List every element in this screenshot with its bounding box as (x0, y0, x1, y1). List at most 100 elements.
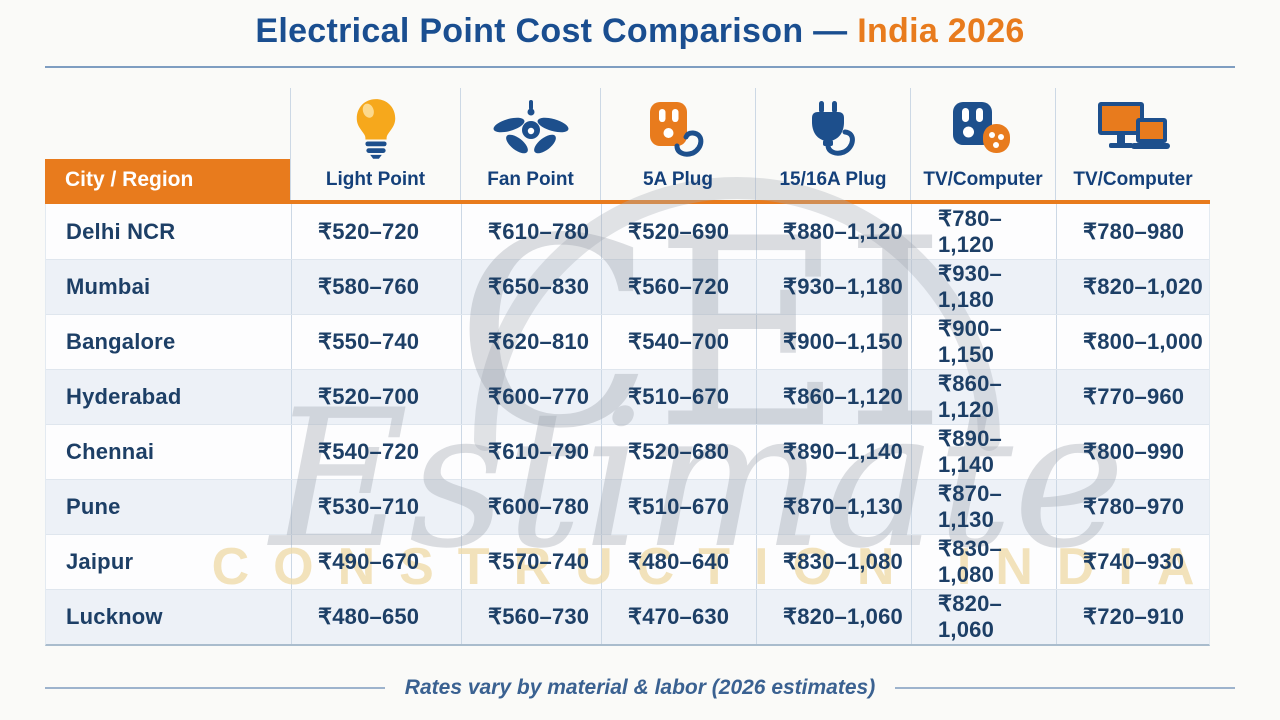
cost-range-cell: ₹620–810 (461, 315, 601, 369)
cost-range-cell: ₹820–1,020 (1056, 260, 1211, 314)
cost-range-value: ₹520–700 (318, 384, 420, 409)
page-title-main: Electrical Point Cost Comparison — (255, 12, 848, 50)
cost-range-cell: ₹480–650 (291, 590, 461, 644)
title-divider (45, 66, 1235, 68)
cost-range-value: ₹560–730 (488, 604, 590, 629)
footer-divider-right (895, 687, 1235, 689)
city-name-cell: Mumbai (46, 260, 291, 314)
column-header-label: Light Point (325, 169, 426, 190)
cost-range-value: ₹520–720 (318, 218, 420, 244)
cost-range-value: ₹900–1,150 (938, 316, 1002, 367)
cost-range-cell: ₹800–990 (1056, 425, 1211, 479)
cost-range-cell: ₹570–740 (461, 535, 601, 589)
cost-range-value: ₹480–650 (318, 604, 420, 629)
cost-range-cell: ₹470–630 (601, 590, 756, 644)
cost-range-cell: ₹860–1,120 (911, 370, 1056, 424)
cost-range-cell: ₹530–710 (291, 480, 461, 534)
cost-range-value: ₹540–700 (628, 329, 730, 354)
cost-range-cell: ₹780–1,120 (911, 204, 1056, 259)
cost-range-value: ₹800–990 (1083, 439, 1185, 464)
city-name: Delhi NCR (66, 218, 176, 244)
cost-range-cell: ₹600–780 (461, 480, 601, 534)
column-header-label: TV/Computer (1073, 169, 1193, 190)
column-header-label: Fan Point (487, 169, 574, 190)
cost-range-cell: ₹510–670 (601, 370, 756, 424)
cost-range-value: ₹720–910 (1083, 604, 1185, 629)
cost-range-value: ₹610–780 (488, 218, 590, 244)
cost-range-value: ₹890–1,140 (783, 439, 903, 464)
cost-range-value: ₹740–930 (1083, 549, 1185, 574)
cost-range-cell: ₹550–740 (291, 315, 461, 369)
cost-range-cell: ₹520–680 (601, 425, 756, 479)
table-body: Delhi NCR ₹520–720 ₹610–780 ₹520–690 ₹880–1,… (45, 204, 1210, 646)
city-name: Mumbai (66, 274, 151, 299)
table-row: Jaipur ₹490–670 ₹570–740 ₹480–640 ₹830–1,080… (46, 534, 1209, 589)
cost-range-value: ₹550–740 (318, 329, 420, 354)
cost-range-cell: ₹480–640 (601, 535, 756, 589)
cost-range-cell: ₹930–1,180 (756, 260, 911, 314)
column-header-label: 15/16A Plug (779, 169, 887, 190)
cost-range-cell: ₹870–1,130 (756, 480, 911, 534)
cost-range-cell: ₹800–1,000 (1056, 315, 1211, 369)
city-name-cell: Jaipur (46, 535, 291, 589)
cost-range-cell: ₹870–1,130 (911, 480, 1056, 534)
cost-range-cell: ₹900–1,150 (911, 315, 1056, 369)
cost-range-cell: ₹860–1,120 (756, 370, 911, 424)
footer-divider-left (45, 687, 385, 689)
cost-range-value: ₹820–1,020 (1083, 274, 1203, 299)
city-region-column-header: City / Region (45, 159, 290, 200)
table-row: Delhi NCR ₹520–720 ₹610–780 ₹520–690 ₹880–1,… (46, 204, 1209, 259)
cost-range-value: ₹480–640 (628, 549, 730, 574)
city-name: Chennai (66, 439, 155, 464)
cost-range-value: ₹520–680 (628, 439, 730, 464)
cost-range-value: ₹930–1,180 (783, 274, 903, 299)
table-row: Bangalore ₹550–740 ₹620–810 ₹540–700 ₹900–1,… (46, 314, 1209, 369)
socket-5a-icon (646, 90, 710, 160)
cost-range-value: ₹870–1,130 (783, 494, 903, 519)
cost-range-cell: ₹610–780 (461, 204, 601, 259)
table-row: Lucknow ₹480–650 ₹560–730 ₹470–630 ₹820–1,06… (46, 589, 1209, 644)
page-title-accent: India 2026 (857, 12, 1025, 50)
cost-range-cell: ₹770–960 (1056, 370, 1211, 424)
cost-range-cell: ₹740–930 (1056, 535, 1211, 589)
tv-computer-monitors-icon (1096, 90, 1170, 160)
city-name: Bangalore (66, 329, 176, 354)
cost-range-value: ₹890–1,140 (938, 426, 1002, 477)
table-header-row: City / Region Light Point Fan Point 5A Plu… (45, 88, 1210, 204)
cost-range-value: ₹560–720 (628, 274, 730, 299)
cost-range-value: ₹780–980 (1083, 218, 1185, 244)
cost-range-value: ₹600–780 (488, 494, 590, 519)
city-name: Pune (66, 494, 121, 519)
column-header-tv-computer: TV/Computer (910, 88, 1055, 200)
cost-range-cell: ₹880–1,120 (756, 204, 911, 259)
cost-range-value: ₹780–1,120 (938, 205, 1002, 257)
column-header-fan-point: Fan Point (460, 88, 600, 200)
cost-range-cell: ₹540–700 (601, 315, 756, 369)
cost-range-value: ₹510–670 (628, 494, 730, 519)
cost-range-cell: ₹510–670 (601, 480, 756, 534)
table-row: Hyderabad ₹520–700 ₹600–770 ₹510–670 ₹860–1,… (46, 369, 1209, 424)
city-name-cell: Hyderabad (46, 370, 291, 424)
cost-range-value: ₹510–670 (628, 384, 730, 409)
city-name: Lucknow (66, 604, 163, 629)
cost-range-cell: ₹650–830 (461, 260, 601, 314)
cost-range-value: ₹860–1,120 (938, 371, 1002, 422)
cost-range-value: ₹780–970 (1083, 494, 1185, 519)
cost-range-cell: ₹600–770 (461, 370, 601, 424)
cost-range-value: ₹900–1,150 (783, 329, 903, 354)
column-header-label: 5A Plug (642, 169, 714, 190)
column-header-tv-computer: TV/Computer (1055, 88, 1210, 200)
cost-range-cell: ₹890–1,140 (756, 425, 911, 479)
cost-range-value: ₹830–1,080 (938, 536, 1002, 587)
cost-range-cell: ₹780–980 (1056, 204, 1211, 259)
city-name-cell: Delhi NCR (46, 204, 291, 259)
cost-range-value: ₹770–960 (1083, 384, 1185, 409)
cost-range-value: ₹860–1,120 (783, 384, 903, 409)
cost-range-value: ₹650–830 (488, 274, 590, 299)
light-bulb-icon (351, 90, 401, 160)
cost-range-value: ₹470–630 (628, 604, 730, 629)
table-row: Pune ₹530–710 ₹600–780 ₹510–670 ₹870–1,130 ₹8… (46, 479, 1209, 534)
column-header-15-16a-plug: 15/16A Plug (755, 88, 910, 200)
city-name-cell: Lucknow (46, 590, 291, 644)
